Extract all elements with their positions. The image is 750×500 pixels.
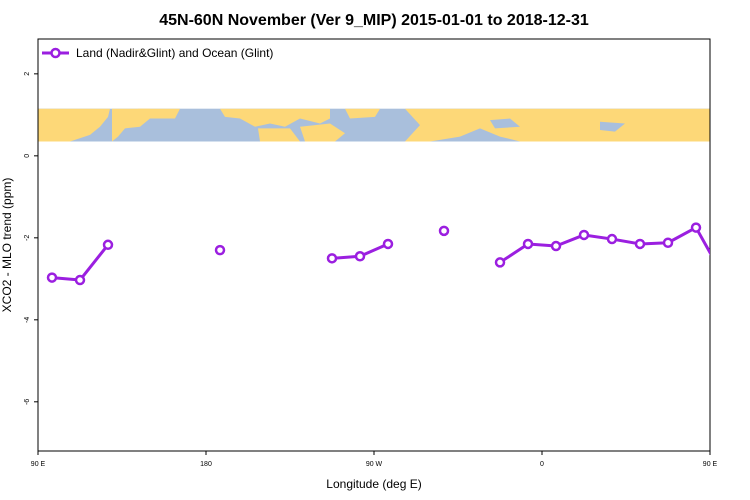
data-point: [102, 239, 114, 251]
data-point: [74, 274, 86, 286]
y-tick-label: -6: [24, 399, 31, 405]
map-landmass: [220, 108, 330, 127]
x-tick-label: 180: [200, 461, 212, 468]
y-axis: 2 0 -2 -4 -6: [24, 72, 38, 405]
x-tick-label: 90 E: [31, 461, 46, 468]
data-point: [494, 257, 506, 268]
chart-title: 45N-60N November (Ver 9_MIP) 2015-01-01 …: [159, 12, 589, 29]
data-point: [382, 238, 394, 250]
legend-marker-swatch: [50, 47, 61, 59]
legend-label: Land (Nadir&Glint) and Ocean (Glint): [76, 46, 273, 60]
map-landmass: [258, 128, 300, 142]
data-point: [720, 274, 728, 282]
world-map-band: [38, 108, 710, 142]
series-line: [51, 243, 110, 282]
series-line: [499, 226, 710, 264]
y-tick-label: -2: [24, 235, 31, 241]
x-tick-label: 90 E: [703, 461, 718, 468]
map-landmass: [430, 120, 445, 132]
data-point: [550, 240, 562, 252]
data-point: [606, 233, 618, 245]
map-water: [490, 118, 520, 129]
x-axis: 90 E 180 90 W 0 90 E: [31, 451, 718, 468]
legend: Land (Nadir&Glint) and Ocean (Glint): [42, 46, 273, 60]
map-landmass: [138, 108, 150, 117]
map-landmass: [112, 108, 180, 142]
data-point: [662, 237, 674, 248]
data-point: [634, 238, 646, 250]
map-landmass: [300, 123, 345, 142]
map-landmass: [345, 108, 380, 119]
data-point: [522, 238, 534, 250]
data-point: [438, 225, 450, 237]
y-tick-label: -4: [24, 317, 31, 323]
data-point: [690, 222, 702, 233]
y-axis-label: XCO2 - MLO trend (ppm): [0, 178, 14, 313]
data-point: [326, 253, 338, 264]
series-layer: [46, 222, 728, 286]
data-point: [354, 251, 366, 262]
x-tick-label: 0: [540, 461, 544, 468]
plot-frame: [37, 38, 711, 452]
y-tick-label: 0: [24, 154, 31, 158]
x-tick-label: 90 W: [366, 461, 383, 468]
map-landmass: [405, 108, 710, 142]
data-point: [214, 244, 226, 256]
data-point: [578, 229, 590, 241]
x-axis-label: Longitude (deg E): [326, 477, 421, 491]
map-landmass: [38, 108, 110, 142]
data-point: [46, 272, 58, 283]
map-water: [600, 121, 625, 132]
y-tick-label: 2: [24, 72, 31, 76]
